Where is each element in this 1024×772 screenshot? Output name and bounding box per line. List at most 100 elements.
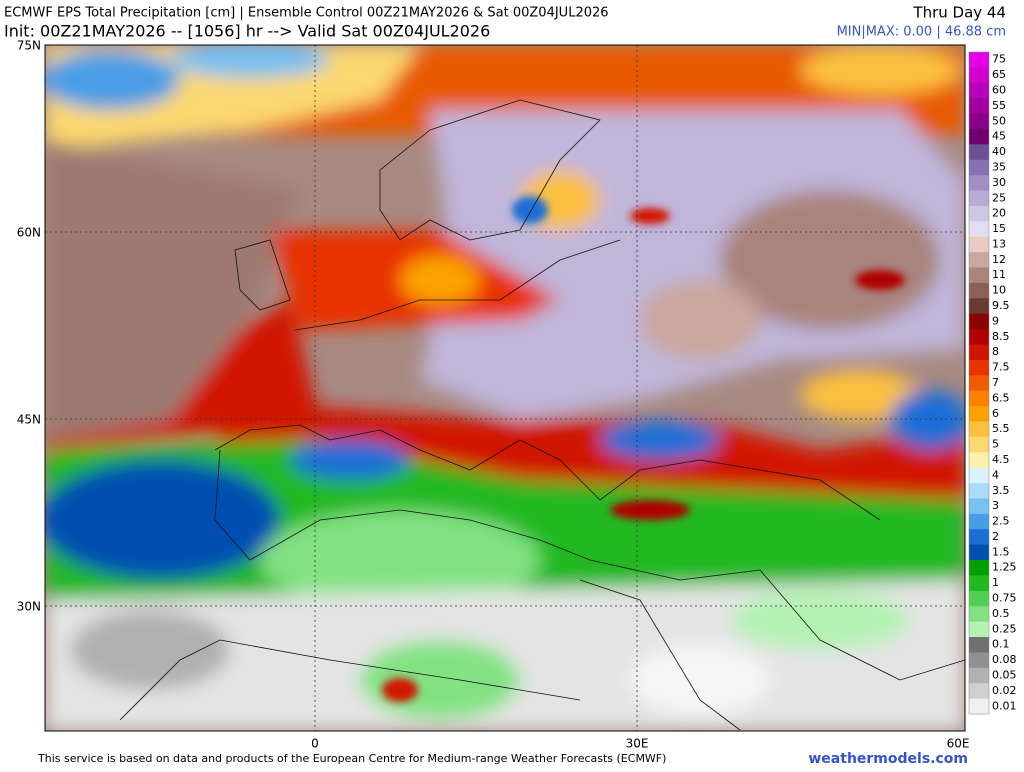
colorbar-label: 50 xyxy=(992,114,1006,127)
colorbar-label: 3 xyxy=(992,499,999,512)
colorbar-swatch xyxy=(969,221,989,238)
colorbar-swatch xyxy=(969,498,989,515)
colorbar-swatch xyxy=(969,313,989,330)
colorbar-label: 4 xyxy=(992,468,999,481)
colorbar: 756560555045403530252015131211109.598.58… xyxy=(968,51,1017,715)
colorbar-label: 30 xyxy=(992,176,1006,189)
map-frame xyxy=(44,44,966,732)
lon-label: 60E xyxy=(947,737,970,751)
coastlines xyxy=(119,99,965,731)
colorbar-label: 2.5 xyxy=(992,515,1010,528)
colorbar-label: 6.5 xyxy=(992,391,1010,404)
colorbar-swatch xyxy=(969,698,989,715)
colorbar-swatch xyxy=(969,282,989,299)
colorbar-swatch xyxy=(969,667,989,684)
colorbar-swatch xyxy=(969,652,989,669)
colorbar-swatch xyxy=(969,513,989,530)
colorbar-label: 0.1 xyxy=(992,638,1010,651)
lon-label: 0 xyxy=(311,737,319,751)
colorbar-swatch xyxy=(969,359,989,376)
colorbar-label: 5 xyxy=(992,438,999,451)
colorbar-label: 0.75 xyxy=(992,592,1017,605)
title: ECMWF EPS Total Precipitation [cm] | Ens… xyxy=(4,6,609,21)
site-link[interactable]: weathermodels.com xyxy=(808,751,968,767)
colorbar-swatch xyxy=(969,98,989,115)
colorbar-swatch xyxy=(969,128,989,145)
colorbar-swatch xyxy=(969,483,989,499)
credit: This service is based on data and produc… xyxy=(37,752,666,765)
colorbar-swatch xyxy=(969,144,989,161)
colorbar-label: 0.25 xyxy=(992,622,1017,635)
colorbar-label: 10 xyxy=(992,284,1006,297)
lat-label: 45N xyxy=(17,413,41,427)
lon-labels: 0 30E 60E xyxy=(311,737,969,751)
colorbar-label: 6 xyxy=(992,407,999,420)
colorbar-swatch xyxy=(969,390,989,407)
colorbar-swatch xyxy=(969,575,989,592)
colorbar-label: 40 xyxy=(992,145,1006,158)
period: Thru Day 44 xyxy=(912,4,1006,22)
colorbar-label: 20 xyxy=(992,207,1006,220)
min-max: MIN|MAX: 0.00 | 46.88 cm xyxy=(837,25,1006,40)
lat-label: 60N xyxy=(17,226,41,240)
colorbar-label: 7.5 xyxy=(992,361,1010,374)
colorbar-swatch xyxy=(969,252,989,269)
colorbar-swatch xyxy=(969,560,989,576)
colorbar-label: 1 xyxy=(992,576,999,589)
colorbar-label: 4.5 xyxy=(992,453,1010,466)
colorbar-label: 1.25 xyxy=(992,561,1017,574)
colorbar-swatch xyxy=(969,236,989,253)
colorbar-swatch xyxy=(969,190,989,207)
colorbar-label: 75 xyxy=(992,53,1006,66)
precipitation-field xyxy=(45,45,965,731)
colorbar-label: 55 xyxy=(992,99,1006,112)
colorbar-swatch xyxy=(969,267,989,284)
lat-label: 75N xyxy=(17,39,41,53)
colorbar-label: 35 xyxy=(992,160,1006,173)
colorbar-label: 7 xyxy=(992,376,999,389)
colorbar-swatch xyxy=(969,637,989,653)
colorbar-label: 0.05 xyxy=(992,669,1017,682)
colorbar-swatch xyxy=(969,421,989,438)
colorbar-label: 11 xyxy=(992,268,1006,281)
colorbar-swatch xyxy=(969,329,989,346)
colorbar-label: 12 xyxy=(992,253,1006,266)
colorbar-swatch xyxy=(969,683,989,700)
colorbar-label: 0.08 xyxy=(992,653,1017,666)
colorbar-frame xyxy=(968,51,990,715)
colorbar-swatch xyxy=(969,467,989,484)
colorbar-swatch xyxy=(969,375,989,392)
colorbar-label: 1.5 xyxy=(992,545,1010,558)
colorbar-swatch xyxy=(969,113,989,130)
colorbar-swatch xyxy=(969,529,989,546)
colorbar-swatch xyxy=(969,82,989,99)
colorbar-swatch xyxy=(969,205,989,222)
colorbar-swatch xyxy=(969,159,989,176)
colorbar-label: 0.5 xyxy=(992,607,1010,620)
colorbar-label: 15 xyxy=(992,222,1006,235)
colorbar-swatch xyxy=(969,52,989,68)
colorbar-label: 8.5 xyxy=(992,330,1010,343)
lat-label: 30N xyxy=(17,600,41,614)
colorbar-label: 3.5 xyxy=(992,484,1010,497)
colorbar-swatch xyxy=(969,621,989,638)
colorbar-swatch xyxy=(969,606,989,623)
colorbar-label: 5.5 xyxy=(992,422,1010,435)
colorbar-swatch xyxy=(969,590,989,607)
colorbar-swatch xyxy=(969,175,989,192)
colorbar-label: 0.01 xyxy=(992,699,1017,712)
lon-label: 30E xyxy=(626,737,649,751)
colorbar-swatch xyxy=(969,406,989,422)
colorbar-label: 65 xyxy=(992,68,1006,81)
colorbar-label: 8 xyxy=(992,345,999,358)
colorbar-label: 9 xyxy=(992,314,999,327)
colorbar-swatch xyxy=(969,298,989,315)
colorbar-swatch xyxy=(969,436,989,453)
colorbar-swatch xyxy=(969,67,989,84)
colorbar-label: 2 xyxy=(992,530,999,543)
colorbar-label: 0.02 xyxy=(992,684,1017,697)
colorbar-swatch xyxy=(969,452,989,469)
graticule xyxy=(45,45,965,731)
